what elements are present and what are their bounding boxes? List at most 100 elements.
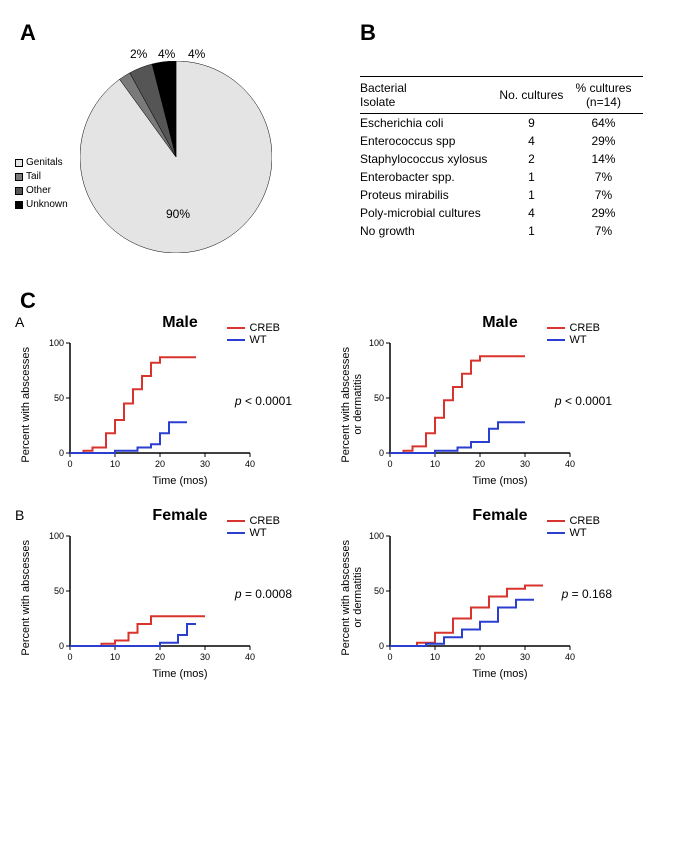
chart-legend-line	[227, 327, 245, 329]
p-value: p = 0.168	[562, 587, 612, 601]
chart-legend-item: CREB	[227, 515, 280, 527]
table-cell: 1	[499, 168, 575, 186]
table-cell: 4	[499, 132, 575, 150]
chart-legend-label: CREB	[569, 515, 600, 527]
chart-legend: CREBWT	[547, 322, 600, 346]
svg-text:30: 30	[200, 652, 210, 662]
pie-slice-label: 2%	[130, 47, 147, 61]
svg-text:100: 100	[49, 531, 64, 541]
table-cell: 7%	[575, 168, 643, 186]
bacteria-table: BacterialIsolateNo. cultures% cultures(n…	[360, 76, 643, 240]
pie-chart: 90%2%4%4%	[80, 61, 272, 258]
svg-text:50: 50	[54, 393, 64, 403]
table-row: Enterobacter spp.17%	[360, 168, 643, 186]
table-cell: 1	[499, 222, 575, 240]
table-cell: 2	[499, 150, 575, 168]
subpanel-label: B	[15, 507, 24, 523]
svg-text:0: 0	[379, 448, 384, 458]
svg-text:20: 20	[475, 652, 485, 662]
legend-swatch	[15, 187, 23, 195]
table-cell: 4	[499, 204, 575, 222]
table-header: % cultures(n=14)	[575, 77, 643, 114]
table-row: No growth17%	[360, 222, 643, 240]
table-row: Proteus mirabilis17%	[360, 186, 643, 204]
table-cell: Escherichia coli	[360, 114, 499, 133]
svg-text:0: 0	[387, 652, 392, 662]
table-cell: 29%	[575, 204, 643, 222]
svg-text:50: 50	[374, 393, 384, 403]
chart: FemaleCREBWTPercent with abscessesor der…	[340, 507, 630, 680]
panel-b-label: B	[360, 20, 660, 46]
svg-text:10: 10	[110, 652, 120, 662]
x-axis-label: Time (mos)	[370, 475, 630, 487]
series-line	[390, 586, 543, 647]
subpanel-row: MaleCREBWTPercent with abscesses01020304…	[20, 314, 660, 487]
chart-legend-label: CREB	[249, 515, 280, 527]
svg-text:100: 100	[49, 338, 64, 348]
subpanel-label: A	[15, 314, 24, 330]
svg-text:40: 40	[245, 652, 255, 662]
table-cell: 1	[499, 186, 575, 204]
table-cell: Poly-microbial cultures	[360, 204, 499, 222]
legend-swatch	[15, 159, 23, 167]
svg-text:0: 0	[387, 459, 392, 469]
chart-svg: 010203040050100	[358, 337, 576, 473]
table-cell: 7%	[575, 186, 643, 204]
p-value: p = 0.0008	[235, 587, 292, 601]
chart-legend-label: WT	[569, 527, 586, 539]
table-cell: 29%	[575, 132, 643, 150]
svg-text:50: 50	[374, 586, 384, 596]
panel-c: C MaleCREBWTPercent with abscesses010203…	[20, 288, 660, 680]
svg-text:0: 0	[59, 448, 64, 458]
table-header: No. cultures	[499, 77, 575, 114]
svg-text:0: 0	[379, 641, 384, 651]
panel-a: A GenitalsTailOtherUnknown 90%2%4%4%	[20, 20, 340, 258]
x-axis-label: Time (mos)	[370, 668, 630, 680]
p-value: p < 0.0001	[555, 394, 612, 408]
svg-text:30: 30	[200, 459, 210, 469]
svg-text:0: 0	[67, 652, 72, 662]
chart-legend-item: CREB	[547, 322, 600, 334]
chart: FemaleCREBWTPercent with abscesses010203…	[20, 507, 310, 680]
svg-text:30: 30	[520, 459, 530, 469]
chart-legend: CREBWT	[227, 515, 280, 539]
svg-text:0: 0	[59, 641, 64, 651]
svg-text:20: 20	[155, 652, 165, 662]
chart-legend-line	[227, 520, 245, 522]
chart-legend-item: CREB	[227, 322, 280, 334]
table-row: Poly-microbial cultures429%	[360, 204, 643, 222]
svg-text:20: 20	[475, 459, 485, 469]
svg-text:40: 40	[245, 459, 255, 469]
table-cell: 64%	[575, 114, 643, 133]
chart-svg: 0 10 20 30 40 0 50 100	[38, 530, 256, 666]
svg-text:50: 50	[54, 586, 64, 596]
svg-text:10: 10	[110, 459, 120, 469]
series-line	[70, 422, 187, 453]
y-axis-label: Percent with abscessesor dermatitis	[340, 540, 354, 656]
chart-legend-line	[547, 532, 565, 534]
subpanel-row: FemaleCREBWTPercent with abscesses010203…	[20, 507, 660, 680]
series-line	[390, 422, 525, 453]
chart-legend: CREBWT	[227, 322, 280, 346]
pie-slice-label: 4%	[158, 47, 175, 61]
series-line	[70, 624, 196, 646]
table-row: Escherichia coli964%	[360, 114, 643, 133]
pie-legend: GenitalsTailOtherUnknown	[15, 156, 68, 212]
chart-legend-line	[547, 327, 565, 329]
chart-legend-line	[547, 520, 565, 522]
chart-legend-label: CREB	[569, 322, 600, 334]
chart-legend-line	[547, 339, 565, 341]
legend-swatch	[15, 201, 23, 209]
panel-a-label: A	[20, 20, 340, 46]
y-axis-label: Percent with abscesses	[20, 540, 34, 656]
svg-text:100: 100	[369, 338, 384, 348]
series-line	[70, 616, 205, 646]
x-axis-label: Time (mos)	[50, 668, 310, 680]
chart-legend-item: WT	[547, 334, 600, 346]
svg-text:20: 20	[155, 459, 165, 469]
legend-text: Genitals	[26, 156, 63, 170]
table-cell: 9	[499, 114, 575, 133]
table-row: Staphylococcus xylosus214%	[360, 150, 643, 168]
table-header: BacterialIsolate	[360, 77, 499, 114]
p-value: p < 0.0001	[235, 394, 292, 408]
